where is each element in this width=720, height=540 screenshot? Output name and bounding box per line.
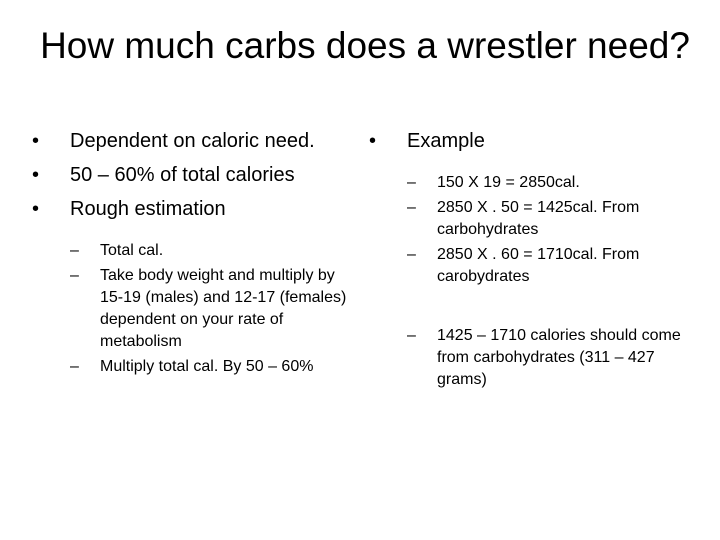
sub-bullet-text: 1425 – 1710 calories should come from ca… (437, 327, 681, 388)
dash-mark: – (407, 327, 416, 344)
bullet-item: • 50 – 60% of total calories (28, 162, 353, 188)
bullet-mark: • (32, 164, 40, 186)
bullet-mark: • (369, 130, 377, 152)
bullet-item: • Rough estimation (28, 196, 353, 222)
sub-bullet-item: – Total cal. (28, 240, 353, 262)
bullet-mark: • (32, 198, 40, 220)
sub-bullet-list: – 150 X 19 = 2850cal. – 2850 X . 50 = 14… (365, 172, 685, 391)
bullet-item: • Example (365, 128, 685, 154)
sub-bullet-item: – 1425 – 1710 calories should come from … (365, 325, 685, 391)
sub-bullet-text: 2850 X . 50 = 1425cal. From carbohydrate… (437, 199, 640, 238)
sub-bullet-item: – 2850 X . 50 = 1425cal. From carbohydra… (365, 197, 685, 241)
sub-bullet-list: – Total cal. – Take body weight and mult… (28, 240, 353, 378)
spacer (365, 291, 685, 325)
bullet-text: Dependent on caloric need. (70, 130, 315, 152)
dash-mark: – (407, 246, 416, 263)
sub-bullet-text: Total cal. (100, 242, 164, 259)
sub-bullet-text: Take body weight and multiply by 15-19 (… (100, 267, 347, 350)
bullet-item: • Dependent on caloric need. (28, 128, 353, 154)
sub-bullet-item: – Multiply total cal. By 50 – 60% (28, 356, 353, 378)
dash-mark: – (70, 358, 79, 375)
bullet-text: 50 – 60% of total calories (70, 164, 295, 186)
sub-bullet-item: – Take body weight and multiply by 15-19… (28, 265, 353, 353)
dash-mark: – (70, 242, 79, 259)
dash-mark: – (407, 174, 416, 191)
bullet-text: Example (407, 130, 485, 152)
bullet-text: Rough estimation (70, 198, 226, 220)
sub-bullet-item: – 150 X 19 = 2850cal. (365, 172, 685, 194)
dash-mark: – (70, 267, 79, 284)
right-column: • Example – 150 X 19 = 2850cal. – 2850 X… (365, 128, 685, 394)
sub-bullet-text: 2850 X . 60 = 1710cal. From carobydrates (437, 246, 640, 285)
dash-mark: – (407, 199, 416, 216)
sub-bullet-item: – 2850 X . 60 = 1710cal. From carobydrat… (365, 244, 685, 288)
bullet-mark: • (32, 130, 40, 152)
sub-bullet-text: 150 X 19 = 2850cal. (437, 174, 580, 191)
slide-title: How much carbs does a wrestler need? (40, 25, 690, 66)
left-column: • Dependent on caloric need. • 50 – 60% … (28, 128, 353, 381)
sub-bullet-text: Multiply total cal. By 50 – 60% (100, 358, 314, 375)
